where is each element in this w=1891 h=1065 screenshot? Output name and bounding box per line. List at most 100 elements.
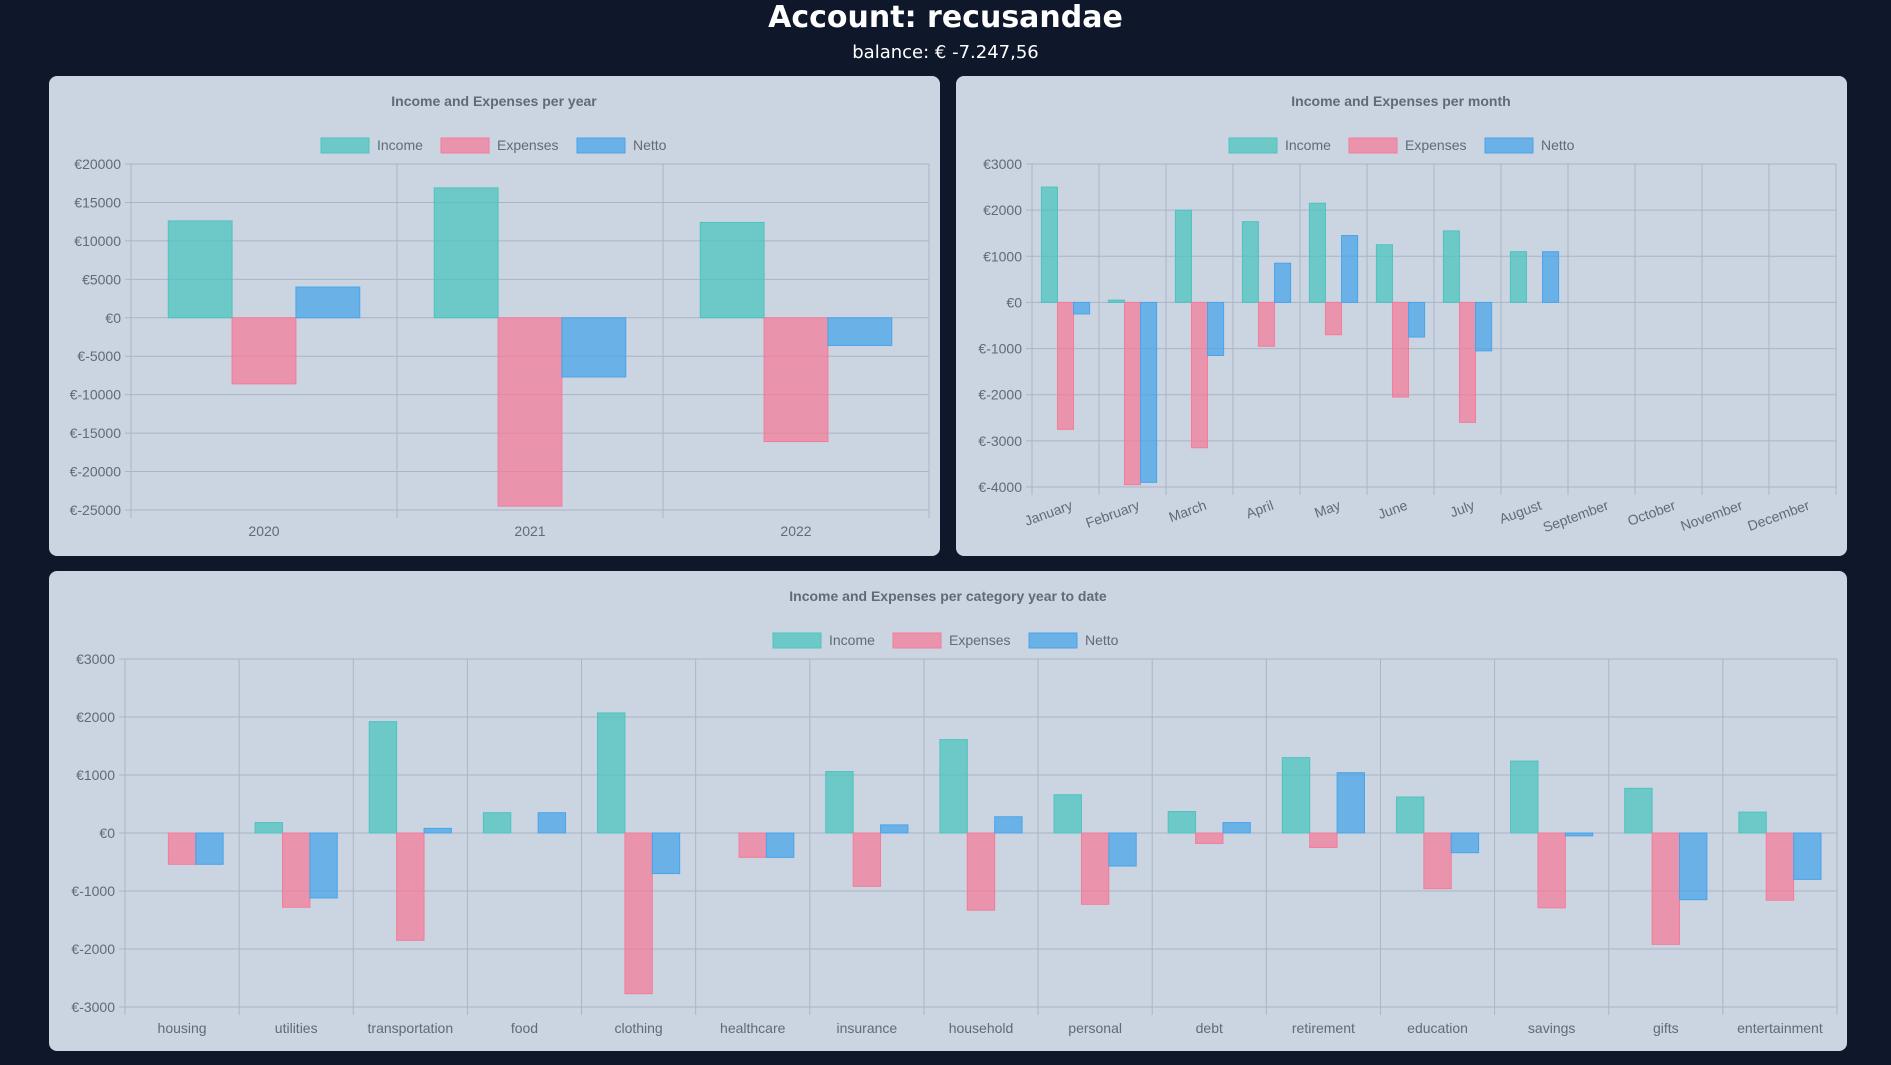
- bar-expenses-2021: [497, 317, 563, 507]
- bar-group-january: [1040, 186, 1091, 430]
- x-tick-label: retirement: [1292, 1020, 1355, 1036]
- bar-group-insurance: [825, 771, 909, 887]
- y-tick-label: €1000: [76, 767, 115, 783]
- bar-netto-clothing: [651, 832, 681, 875]
- bar-income-clothing: [597, 712, 626, 834]
- bar-income-january: [1040, 186, 1058, 303]
- bar-netto-march: [1207, 301, 1225, 356]
- bar-group-july: [1442, 230, 1493, 423]
- chart-title: Income and Expenses per month: [1291, 93, 1510, 109]
- legend-item-income: Income: [320, 137, 423, 154]
- y-tick-label: €3000: [76, 651, 115, 667]
- chart-legend: Income Expenses Netto: [1228, 137, 1575, 154]
- y-tick-label: €10000: [74, 233, 121, 249]
- bar-income-may: [1308, 202, 1326, 303]
- bar-group-healthcare: [738, 832, 795, 858]
- legend-swatch-expenses: [892, 632, 942, 649]
- legend-label-netto: Netto: [633, 137, 667, 153]
- x-tick-label: personal: [1068, 1020, 1122, 1036]
- chart-per-month: Income and Expenses per month Income Expen…: [978, 93, 1837, 536]
- x-tick-label: July: [1448, 497, 1477, 521]
- bar-netto-2021: [561, 317, 627, 378]
- bar-group-debt: [1167, 811, 1251, 844]
- bar-income-february: [1107, 299, 1125, 303]
- legend-label-income: Income: [1285, 137, 1331, 153]
- legend-swatch-expenses: [440, 137, 490, 154]
- x-tick-label: June: [1376, 497, 1410, 522]
- x-tick-label: February: [1083, 497, 1141, 531]
- bar-income-personal: [1053, 794, 1082, 834]
- bar-expenses-personal: [1080, 832, 1110, 905]
- bar-group-food: [482, 812, 567, 834]
- bar-expenses-march: [1190, 301, 1209, 449]
- y-tick-label: €1000: [983, 248, 1022, 264]
- chart-legend: Income Expenses Netto: [772, 632, 1119, 649]
- chart-panel-per-category: Income and Expenses per category year to…: [49, 571, 1847, 1051]
- x-tick-label: 2022: [780, 523, 811, 539]
- bar-group-utilities: [254, 822, 338, 908]
- bar-netto-2022: [827, 317, 893, 346]
- bar-netto-august: [1542, 251, 1560, 303]
- chart-per-year: Income and Expenses per year Income Expens…: [70, 93, 930, 539]
- bar-income-june: [1375, 244, 1393, 303]
- bar-group-clothing: [597, 712, 681, 995]
- legend-swatch-income: [320, 137, 370, 154]
- bar-group-personal: [1053, 794, 1137, 905]
- y-tick-label: €3000: [983, 156, 1022, 172]
- bar-netto-debt: [1222, 822, 1251, 834]
- chart-panel-per-year: Income and Expenses per year Income Expens…: [49, 76, 940, 556]
- bar-expenses-may: [1324, 301, 1343, 336]
- legend-swatch-income: [772, 632, 822, 649]
- legend-item-netto: Netto: [1028, 632, 1119, 649]
- bar-income-march: [1174, 209, 1192, 303]
- x-tick-label: 2020: [248, 523, 279, 539]
- y-tick-label: €0: [1006, 294, 1022, 310]
- bar-expenses-savings: [1537, 832, 1566, 909]
- x-tick-label: September: [1541, 497, 1611, 536]
- bar-income-2022: [699, 221, 765, 319]
- bar-group-february: [1107, 299, 1158, 486]
- y-tick-label: €-25000: [70, 502, 122, 518]
- legend-swatch-netto: [576, 137, 626, 154]
- y-tick-label: €-20000: [70, 464, 122, 480]
- bar-income-august: [1509, 251, 1527, 303]
- bar-netto-utilities: [309, 832, 338, 899]
- bar-expenses-entertainment: [1765, 832, 1795, 901]
- chart-title: Income and Expenses per category year to…: [789, 588, 1107, 604]
- x-tick-label: August: [1497, 497, 1544, 527]
- bar-group-august: [1509, 251, 1560, 303]
- legend-label-income: Income: [829, 632, 875, 648]
- legend-item-expenses: Expenses: [440, 137, 558, 154]
- bar-netto-personal: [1108, 832, 1137, 867]
- y-tick-label: €-3000: [71, 999, 115, 1015]
- bar-expenses-2020: [231, 317, 297, 385]
- y-tick-label: €-1000: [71, 883, 115, 899]
- legend-swatch-income: [1228, 137, 1278, 154]
- y-tick-label: €-5000: [77, 348, 121, 364]
- legend-item-netto: Netto: [1484, 137, 1575, 154]
- x-tick-label: March: [1166, 497, 1208, 525]
- y-tick-label: €0: [105, 310, 121, 326]
- bar-income-april: [1241, 221, 1259, 303]
- bar-expenses-july: [1458, 301, 1477, 423]
- chart-panel-per-month: Income and Expenses per month Income Expen…: [956, 76, 1847, 556]
- x-tick-label: utilities: [275, 1020, 318, 1036]
- y-tick-label: €2000: [983, 202, 1022, 218]
- y-tick-label: €-2000: [978, 387, 1022, 403]
- bar-group-2021: [433, 187, 627, 507]
- bar-expenses-june: [1391, 301, 1410, 398]
- legend-label-income: Income: [377, 137, 423, 153]
- x-tick-label: insurance: [837, 1020, 898, 1036]
- bar-group-entertainment: [1738, 811, 1822, 901]
- legend-item-expenses: Expenses: [1348, 137, 1466, 154]
- bar-netto-gifts: [1678, 832, 1708, 901]
- legend-item-income: Income: [1228, 137, 1331, 154]
- bar-group-transportation: [368, 721, 452, 941]
- x-tick-label: healthcare: [720, 1020, 786, 1036]
- bar-group-retirement: [1281, 757, 1365, 848]
- y-tick-label: €-3000: [978, 433, 1022, 449]
- bar-income-retirement: [1281, 757, 1311, 834]
- bar-netto-healthcare: [765, 832, 795, 858]
- bar-income-transportation: [368, 721, 398, 834]
- legend-swatch-expenses: [1348, 137, 1398, 154]
